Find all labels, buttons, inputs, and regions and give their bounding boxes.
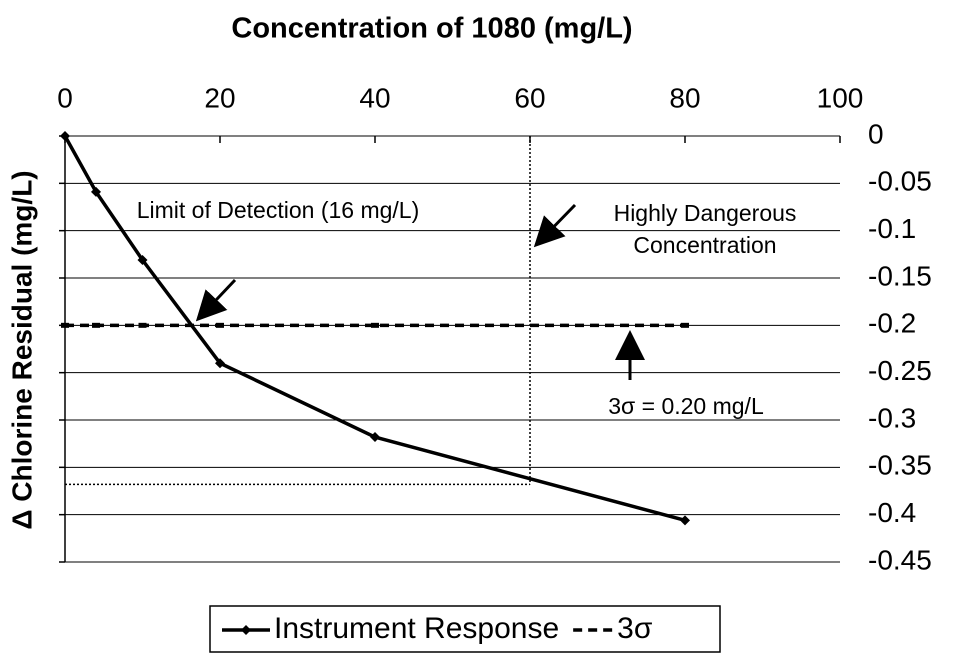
data-point bbox=[61, 322, 69, 328]
y-tick-label: 0 bbox=[868, 118, 884, 149]
x-tick-label: 20 bbox=[204, 82, 235, 113]
y-tick-label: -0.3 bbox=[868, 402, 916, 433]
data-point bbox=[137, 255, 148, 266]
data-point bbox=[681, 322, 689, 328]
legend-label: Instrument Response bbox=[274, 612, 559, 645]
data-point bbox=[92, 322, 100, 328]
data-point bbox=[371, 322, 379, 328]
y-axis-label: Δ Chlorine Residual (mg/L) bbox=[6, 170, 37, 529]
x-tick-label: 80 bbox=[669, 82, 700, 113]
data-point bbox=[370, 432, 380, 443]
y-tick-label: -0.35 bbox=[868, 450, 932, 481]
data-point bbox=[680, 515, 690, 526]
data-point bbox=[138, 322, 147, 328]
y-tick-label: -0.1 bbox=[868, 213, 916, 244]
x-tick-label: 60 bbox=[514, 82, 545, 113]
data-point bbox=[215, 358, 225, 369]
chart-title: Concentration of 1080 (mg/L) bbox=[231, 13, 632, 45]
legend-label: 3σ bbox=[617, 612, 653, 645]
x-tick-label: 40 bbox=[359, 82, 390, 113]
annotation: Limit of Detection (16 mg/L) bbox=[137, 197, 420, 223]
annotation-arrow bbox=[533, 203, 577, 248]
annotation: 3σ = 0.20 mg/L bbox=[608, 393, 764, 419]
y-tick-label: -0.25 bbox=[868, 355, 932, 386]
data-point bbox=[91, 186, 101, 197]
annotation: Highly Dangerous bbox=[614, 200, 797, 226]
legend-marker bbox=[241, 625, 251, 635]
legend-box bbox=[209, 605, 721, 653]
y-tick-label: -0.45 bbox=[868, 544, 932, 575]
data-point bbox=[216, 322, 224, 328]
annotation-arrow bbox=[195, 278, 237, 322]
x-tick-label: 100 bbox=[817, 82, 864, 113]
y-tick-label: -0.05 bbox=[868, 166, 932, 197]
y-tick-label: -0.15 bbox=[868, 260, 932, 291]
data-point bbox=[60, 131, 70, 141]
y-tick-label: -0.4 bbox=[868, 497, 916, 528]
series-line bbox=[63, 135, 686, 523]
x-tick-label: 0 bbox=[57, 82, 73, 113]
annotation: Concentration bbox=[633, 232, 776, 258]
y-tick-label: -0.2 bbox=[868, 308, 916, 339]
